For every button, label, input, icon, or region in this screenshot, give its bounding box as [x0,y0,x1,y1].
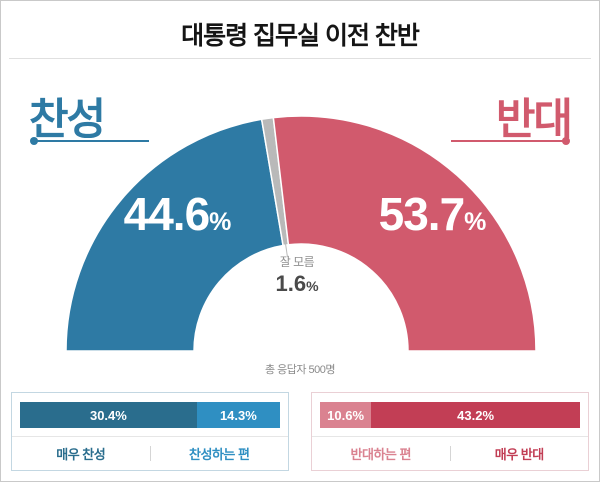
strong-agree-value: 30.4 [89,407,116,423]
dont-know-percent-unit: % [306,278,319,294]
strong-agree-segment: 30.4% [20,402,197,428]
dont-know-note: 잘 모름 1.6% [275,253,318,297]
somewhat-agree-segment: 14.3% [196,402,280,428]
somewhat-agree-unit: % [245,407,257,423]
agree-box-labels: 매우 찬성 찬성하는 편 [12,437,288,470]
oppose-label: 반대 [495,96,573,144]
oppose-dot [562,137,570,145]
strong-oppose-unit: % [482,407,495,423]
agree-label: 찬성 [29,96,106,144]
strong-oppose-segment: 43.2% [371,402,580,428]
dont-know-percent-value: 1.6 [275,271,307,296]
somewhat-oppose-value: 10.6 [327,407,353,423]
agree-dot [30,137,38,145]
sample-size-note: 총 응답자 500명 [264,364,336,376]
gauge-segment-agree [65,118,284,352]
strong-agree-unit: % [115,407,127,423]
oppose-percent: 53.7% [378,187,487,241]
strong-agree-label: 매우 찬성 [56,447,106,462]
title-divider [9,58,591,59]
oppose-breakdown-box: 10.6% 43.2% 반대하는 편 매우 반대 [311,392,589,471]
somewhat-oppose-segment: 10.6% [320,402,372,428]
agree-underline [30,137,149,145]
agree-percent-unit: % [209,208,231,236]
somewhat-oppose-label: 반대하는 편 [350,447,412,462]
gauge-segment-oppose [272,115,537,352]
agree-percent-value: 44.6 [123,188,211,240]
somewhat-agree-label: 찬성하는 편 [189,447,250,462]
oppose-labels-divider [449,446,451,461]
strong-oppose-label: 매우 반대 [494,447,544,462]
oppose-underline [451,137,570,145]
dont-know-label: 잘 모름 [279,255,315,269]
oppose-box-labels: 반대하는 편 매우 반대 [312,437,588,470]
dont-know-percent: 1.6% [275,271,318,297]
strong-oppose-value: 43.2 [457,407,483,423]
oppose-breakdown-bar: 10.6% 43.2% [320,402,580,428]
agree-box-divider [12,436,288,437]
semicircle-gauge-chart [65,115,537,352]
agree-percent: 44.6% [123,187,232,241]
page-title: 대통령 집무실 이전 찬반 [181,22,420,50]
dont-know-leader-line [268,128,288,258]
somewhat-agree-value: 14.3 [219,407,246,423]
somewhat-oppose-unit: % [352,407,365,423]
agree-breakdown-bar: 30.4% 14.3% [20,402,280,428]
oppose-percent-value: 53.7 [378,188,466,240]
oppose-percent-unit: % [464,208,486,236]
agree-breakdown-box: 30.4% 14.3% 매우 찬성 찬성하는 편 [11,392,289,471]
oppose-box-divider [312,436,588,437]
agree-labels-divider [149,446,151,461]
